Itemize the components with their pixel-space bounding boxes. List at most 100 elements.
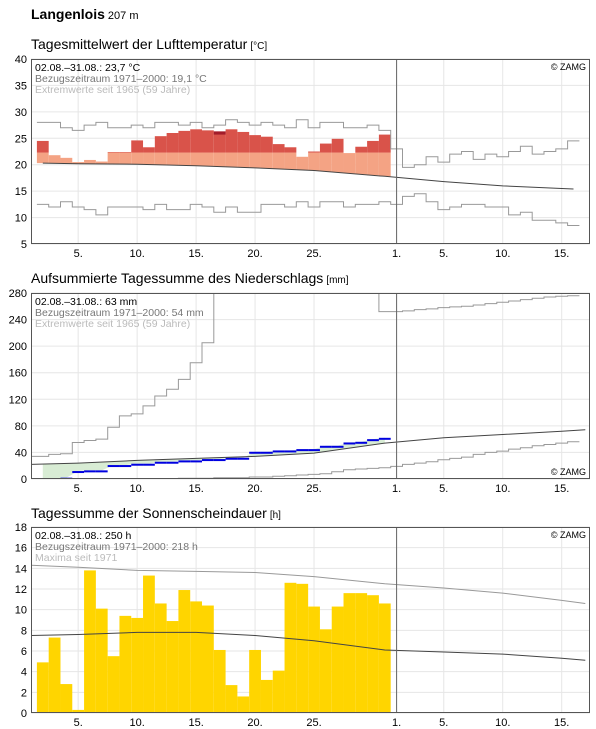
sunshine-bar [284,582,297,713]
sunshine-bar [190,601,203,713]
precip-day-bar [272,450,285,453]
temperature-x-tick-label: 25. [306,248,321,260]
precipitation-copyright: © ZAMG [551,467,586,477]
sunshine-bar [225,685,238,713]
temp-bar-light [308,152,320,171]
sunshine-x-tick-label: 5. [74,717,83,729]
temp-bar-light [296,156,309,170]
precip-day-bar [72,471,85,474]
precip-day-bar [119,465,132,468]
temp-bar-dark [331,138,344,153]
temperature-y-tick-label: 15 [15,186,27,198]
precipitation-title-text: Aufsummierte Tagessumme des Niederschlag… [31,270,324,286]
precipitation-x-tick-label: 20. [247,483,262,495]
temp-bar-dark [119,152,132,153]
precipitation-frame [31,293,590,479]
temp-bar-dark [249,135,261,153]
temp-bar-dark [225,129,238,153]
temperature-y-tick-label: 40 [15,54,27,66]
sunshine-x-tick-label: 1. [392,717,401,729]
sunshine-title-text: Tagessumme der Sonnenscheindauer [31,505,267,521]
precipitation-x-tick-label: 25. [306,483,321,495]
temp-bar-light [60,157,73,164]
sunshine-bar [237,696,250,713]
sunshine-bar [131,617,144,713]
temp-bar-light [119,152,132,165]
sunshine-legend-line: Bezugszeitraum 1971–2000: 218 h [35,541,198,553]
precipitation-x-tick-label: 1. [392,483,401,495]
precipitation-x-tick-label: 15. [554,483,569,495]
sunshine-bar [95,608,108,713]
temperature-x-tick-label: 1. [392,248,401,260]
precipitation-x-tick-label: 10. [129,483,144,495]
temp-bar-light [284,152,297,170]
station-name: Langenlois [31,6,105,22]
precipitation-x-tick-label: 5. [74,483,83,495]
precip-day-bar [202,459,214,462]
temperature-panel-title: Tagesmittelwert der Lufttemperatur [°C] [31,36,267,52]
sunshine-y-tick-label: 6 [21,646,27,658]
temperature-title-text: Tagesmittelwert der Lufttemperatur [31,36,248,52]
sunshine-y-tick-label: 14 [15,563,27,575]
temp-bar-dark [272,144,285,153]
temp-bar-light [72,162,85,164]
temp-bar-dark [260,136,273,153]
temp-record-mark [213,131,226,135]
sunshine-x-tick-label: 25. [306,717,321,729]
precipitation-y-tick-label: 280 [9,288,27,300]
sunshine-bar [296,583,309,713]
sunshine-bar [154,603,167,713]
sunshine-y-tick-label: 10 [15,605,27,617]
sunshine-max-line [31,564,586,604]
precip-day-bar [249,451,261,454]
precipitation-legend-line: Extremwerte seit 1965 (59 Jahre) [35,318,190,330]
temp-bar-dark [36,140,49,153]
sunshine-bar [249,649,261,713]
temp-bar-light [202,152,214,167]
precipitation-x-tick-label: 10. [495,483,510,495]
temp-bar-light [95,161,108,164]
temperature-y-tick-label: 10 [15,213,27,225]
temperature-frame [31,59,590,244]
sunshine-bar [143,575,155,713]
precipitation-y-tick-label: 0 [21,474,27,486]
precip-max-envelope [31,293,580,457]
precip-day-bar [95,470,108,473]
sunshine-legend-line: Maxima seit 1971 [35,552,117,564]
temp-bar-light [48,155,61,164]
sunshine-bar [107,656,120,713]
precip-min-envelope [31,441,580,479]
temperature-plot-area [36,119,580,226]
sunshine-bar [308,606,320,713]
sunshine-y-tick-label: 16 [15,543,27,555]
sunshine-bar [72,709,85,713]
sunshine-bar [166,621,179,713]
temperature-chart: 5 10 15 20 25 30 35 40 5. 10. 15. 20. 25. 1. 5. 10. 15. 0… [15,54,590,260]
sunshine-bar [355,593,368,713]
temp-bar-light [319,152,332,172]
precipitation-y-tick-label: 80 [15,421,27,433]
temperature-x-tick-label: 10. [495,248,510,260]
precip-day-bar [166,461,179,464]
precip-day-bar [213,459,226,462]
sunshine-chart: 0 2 4 6 8 10 12 14 16 18 5. 10. 15. 20. 25. 1. 5. 10. 15. 0… [15,522,590,729]
temperature-unit: [°C] [250,41,268,52]
precip-day-bar [355,441,368,444]
temp-bar-light [331,152,344,173]
temperature-x-tick-label: 5. [74,248,83,260]
temp-bar-light [213,152,226,167]
temp-bar-dark [131,140,144,153]
sunshine-bar [202,605,214,713]
temp-bar-light [343,153,356,174]
precipitation-y-tick-label: 160 [9,368,27,380]
sunshine-bar [331,606,344,713]
precip-day-bar [296,449,309,452]
temp-bar-light [367,152,379,176]
precipitation-unit: [mm] [326,275,349,286]
precipitation-x-tick-label: 5. [439,483,448,495]
sunshine-bar [213,649,226,713]
precipitation-legend-line: Bezugszeitraum 1971–2000: 54 mm [35,307,204,319]
temp-bar-light [131,152,144,165]
station-elevation: 207 m [107,10,139,22]
